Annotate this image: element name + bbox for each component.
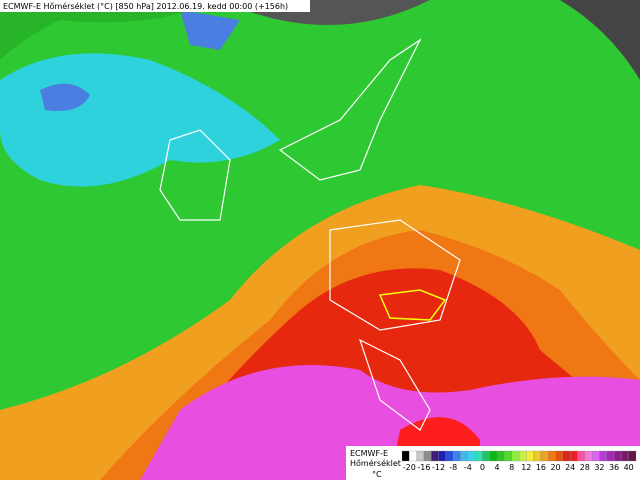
legend-tick-label: -16	[417, 463, 430, 472]
legend-swatch	[613, 450, 622, 462]
legend-swatch	[474, 450, 483, 462]
legend-swatch	[606, 450, 615, 462]
legend-swatch	[504, 450, 512, 462]
legend-swatch	[540, 450, 549, 462]
legend-tick-label: -20	[403, 463, 416, 472]
legend-swatch	[584, 450, 593, 462]
legend-swatch	[416, 450, 425, 462]
legend-swatch	[570, 450, 578, 462]
hungary-border	[378, 289, 447, 321]
legend-swatch	[453, 450, 461, 462]
legend-tick-label: -8	[449, 463, 457, 472]
header-title: ECMWF-E Hőmérséklet (°C) [850 hPa] 2012.…	[3, 1, 288, 11]
legend-swatch	[460, 450, 468, 462]
cold-patch	[40, 83, 90, 111]
legend-swatch	[555, 450, 564, 462]
legend-unit: °C	[372, 470, 382, 479]
legend-tick-label: 20	[550, 463, 560, 472]
legend-tick-label: -12	[432, 463, 445, 472]
legend-tick-label: 0	[480, 463, 485, 472]
legend-tick-label: -4	[464, 463, 472, 472]
legend-swatch	[431, 450, 439, 462]
legend-swatch	[548, 450, 556, 462]
legend-swatch	[401, 450, 410, 462]
legend-swatch	[438, 450, 447, 462]
legend-swatch	[577, 450, 585, 462]
cold-patch	[180, 10, 240, 50]
legend-swatch	[562, 450, 571, 462]
legend-swatch	[409, 450, 417, 462]
legend-swatch	[489, 450, 498, 462]
legend-tick-label: 32	[594, 463, 604, 472]
legend-tick-label: 40	[624, 463, 634, 472]
legend-tick-label: 16	[536, 463, 546, 472]
legend-tick-label: 4	[495, 463, 500, 472]
legend-swatch	[591, 450, 600, 462]
legend-swatch	[599, 450, 607, 462]
legend-tick-label: 28	[580, 463, 590, 472]
borders	[159, 38, 461, 431]
header-bar	[0, 0, 310, 12]
legend-swatch	[445, 450, 454, 462]
legend-model: ECMWF-E	[350, 449, 388, 458]
legend-swatch	[482, 450, 490, 462]
green-zone	[0, 0, 220, 60]
legend-swatch	[467, 450, 476, 462]
legend-tick-label: 12	[521, 463, 531, 472]
legend-quantity: Hőmérséklet	[350, 458, 401, 468]
legend-tick-label: 24	[565, 463, 575, 472]
legend: ECMWF-E Hőmérséklet °C -20 -16 -12 -8 -4 0 4 8 1…	[346, 446, 640, 480]
legend-swatch	[526, 450, 534, 462]
legend-swatch	[628, 450, 637, 462]
legend-tick-label: 8	[509, 463, 514, 472]
legend-tick-label: 36	[609, 463, 619, 472]
legend-swatch	[423, 450, 432, 462]
no-data-area	[560, 0, 640, 80]
legend-swatch	[511, 450, 520, 462]
legend-swatch	[518, 450, 527, 462]
legend-swatch	[496, 450, 505, 462]
legend-swatch	[621, 450, 629, 462]
legend-swatch	[533, 450, 542, 462]
